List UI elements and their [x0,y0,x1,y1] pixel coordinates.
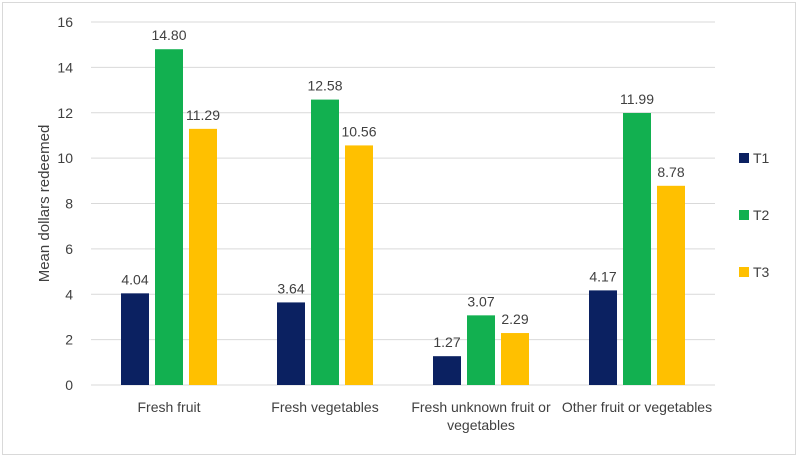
data-label: 14.80 [151,27,186,43]
legend-swatch-t3 [739,267,749,277]
y-tick-label: 12 [57,105,73,121]
chart-frame: 0 2 4 6 8 10 12 14 16 Mean dollars redeemed 4.04 14… [2,2,796,455]
y-tick-label: 10 [57,150,73,166]
bar-t3 [657,185,685,385]
data-label: 11.29 [186,107,220,123]
x-tick-label: Fresh vegetables [271,399,378,415]
x-tick-label: Fresh unknown fruit or [411,399,551,415]
y-tick-label: 14 [57,59,73,75]
data-label: 10.56 [341,123,376,139]
y-tick-label: 0 [65,377,73,393]
bar-t1 [589,290,617,385]
bar-t1 [277,302,305,385]
x-tick-label: vegetables [447,417,515,433]
legend-swatch-t1 [739,153,749,163]
data-label: 11.99 [620,91,654,107]
bar-t2 [623,112,651,386]
data-label: 3.07 [467,293,494,309]
data-label: 3.64 [277,280,304,296]
bar-t1 [433,356,461,385]
y-tick-label: 8 [65,196,73,212]
data-label: 2.29 [501,311,528,327]
bar-t3 [189,128,217,385]
bar-chart: 0 2 4 6 8 10 12 14 16 Mean dollars redeemed 4.04 14… [36,14,770,433]
data-label: 8.78 [657,164,684,180]
y-tick-label: 2 [65,332,73,348]
bar-t2 [311,99,339,385]
data-label: 4.17 [589,268,616,284]
y-axis-label: Mean dollars redeemed [36,125,53,283]
y-tick-label: 16 [57,14,73,30]
x-tick-label: Fresh fruit [137,399,200,415]
bar-t1 [121,293,149,385]
legend-label: T2 [753,207,770,223]
data-label: 12.58 [307,78,342,94]
y-tick-label: 6 [65,241,73,257]
legend-label: T1 [753,150,770,166]
data-label: 4.04 [121,271,148,287]
legend-swatch-t2 [739,210,749,220]
bar-t3 [345,145,373,385]
data-label: 1.27 [433,334,460,350]
bar-t3 [501,333,529,385]
legend-label: T3 [753,264,770,280]
bar-t2 [467,315,495,385]
y-tick-label: 4 [65,286,73,302]
x-tick-label: Other fruit or vegetables [562,399,712,415]
bar-t2 [155,49,183,385]
